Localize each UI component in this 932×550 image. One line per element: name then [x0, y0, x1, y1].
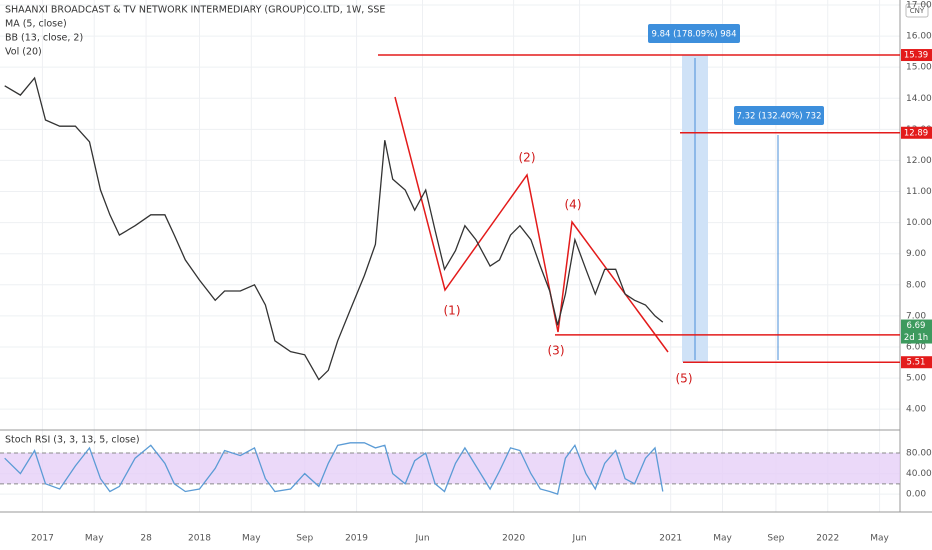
- wave-lines: [394, 96, 669, 353]
- x-tick-label: Jun: [572, 534, 587, 544]
- x-tick-label: 2020: [502, 534, 525, 544]
- y-tick-label: 8.00: [906, 280, 926, 290]
- last-price-label: 6.69: [907, 321, 926, 331]
- measure-box: [734, 106, 824, 125]
- currency-box: [905, 3, 929, 18]
- plot: [0, 54, 900, 495]
- x-tick-label: May: [85, 534, 104, 544]
- y-tick-label: 16.00: [906, 32, 932, 42]
- y-tick-label: 6.00: [906, 342, 926, 352]
- x-tick-label: Sep: [296, 534, 313, 544]
- currency: CNY: [910, 7, 925, 15]
- indicator: MA (5, close): [5, 19, 67, 30]
- grid: [0, 0, 900, 512]
- price-tag: [901, 49, 932, 62]
- countdown-label: 2d 1h: [904, 333, 928, 343]
- wave-label: (3): [548, 344, 565, 358]
- x-tick-label: 28: [140, 534, 152, 544]
- measure-label: 9.84 (178.09%) 984: [651, 30, 736, 40]
- x-tick-label: 2017: [31, 534, 54, 544]
- y-tick-label: 15.00: [906, 63, 932, 73]
- x-tick-label: May: [242, 534, 261, 544]
- y-tick-label: 14.00: [906, 94, 932, 104]
- measure-box: [648, 24, 740, 43]
- y-tick-label: 4.00: [906, 405, 926, 415]
- decor: [0, 0, 932, 513]
- y-tick-label: 5.00: [906, 374, 926, 384]
- wave-label: (5): [676, 372, 693, 386]
- y-tick-label: 17.00: [906, 0, 932, 10]
- price-tag-label: 12.89: [904, 128, 928, 138]
- price-tag-label: 15.39: [904, 51, 928, 61]
- y-tick-label: 0.00: [906, 490, 926, 500]
- wave-label: (2): [519, 151, 536, 165]
- y-tick-label: 80.00: [906, 449, 932, 459]
- x-tick-label: 2021: [659, 534, 682, 544]
- x-tick-label: Sep: [767, 534, 784, 544]
- x-tick-label: May: [713, 534, 732, 544]
- y-tick-label: 40.00: [906, 469, 932, 479]
- x-tick-label: May: [870, 534, 889, 544]
- y-tick-label: 12.00: [906, 156, 932, 166]
- wave-label: (1): [444, 304, 461, 318]
- indicator: BB (13, close, 2): [5, 33, 83, 44]
- wave-label: (4): [565, 198, 582, 212]
- y-tick-label: 11.00: [906, 187, 932, 197]
- title: SHAANXI BROADCAST & TV NETWORK INTERMEDI…: [5, 5, 385, 16]
- indicator: Vol (20): [5, 47, 42, 58]
- price-tag: [901, 126, 932, 139]
- x-tick-label: 2018: [188, 534, 211, 544]
- x-tick-label: 2022: [816, 534, 839, 544]
- price-tag-label: 5.51: [907, 358, 926, 368]
- price-tag: [901, 356, 932, 369]
- series-line: [4, 442, 664, 495]
- last-price-tag: [901, 319, 932, 344]
- indicator: Stoch RSI (3, 3, 13, 5, close): [5, 435, 140, 446]
- series-line: [4, 76, 664, 381]
- x-tick-label: Jun: [414, 534, 429, 544]
- y-tick-label: 9.00: [906, 249, 926, 259]
- y-tick-label: 7.00: [906, 311, 926, 321]
- x-tick-label: 2019: [345, 534, 368, 544]
- measure-label: 7.32 (132.40%) 732: [736, 112, 821, 122]
- y-tick-label: 10.00: [906, 218, 932, 228]
